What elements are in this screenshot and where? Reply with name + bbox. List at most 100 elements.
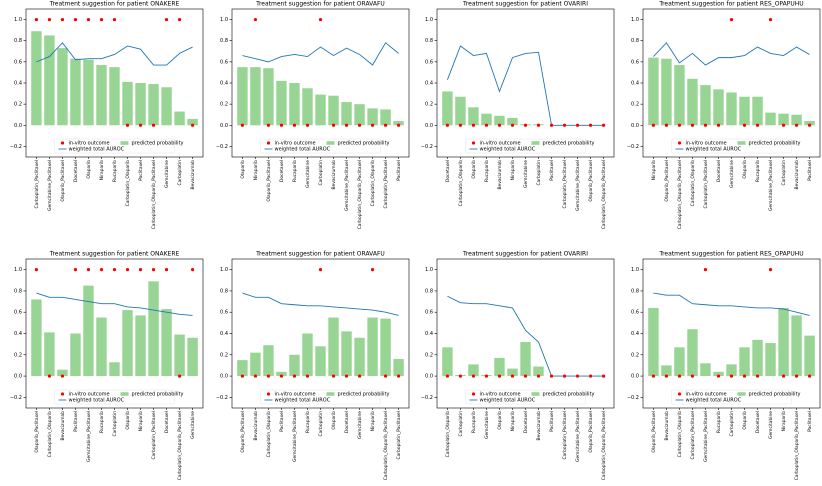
outcome-dot xyxy=(781,123,786,127)
x-tick-label: Olaparib_Paclitaxel xyxy=(664,160,670,202)
bar xyxy=(302,333,313,377)
y-tick-label: 0.8 xyxy=(631,38,639,44)
axes-frame xyxy=(642,258,821,409)
bar xyxy=(393,359,404,377)
x-tick-label: Carboplatin_Olaparib_Paclitaxel xyxy=(177,411,183,480)
x-tick-label: Carboplatin_Olaparib xyxy=(47,411,53,458)
legend-box xyxy=(54,138,175,154)
outcome-dot xyxy=(664,374,669,378)
legend-dot xyxy=(677,141,682,145)
y-tick-label: −0.2 xyxy=(421,395,433,401)
outcome-dot xyxy=(240,374,245,378)
outcome-dot xyxy=(664,123,669,127)
outcome-dot xyxy=(60,17,65,22)
outcome-dot xyxy=(549,123,554,127)
outcome-dot xyxy=(523,374,528,378)
x-tick-label: Carboplatin_Paclitaxel xyxy=(703,160,709,208)
bar xyxy=(778,307,789,377)
outcome-dot xyxy=(601,123,606,127)
bar xyxy=(148,281,159,377)
bar xyxy=(341,331,352,377)
bar xyxy=(96,65,107,126)
y-tick-label: 0.6 xyxy=(425,310,433,316)
outcome-dot xyxy=(370,123,375,127)
outcome-dot xyxy=(536,123,541,127)
bar xyxy=(109,362,120,377)
x-tick-label: Carboplatin_Paclitaxel xyxy=(562,411,568,459)
x-tick-label: Olaparib xyxy=(86,160,92,179)
legend-patch xyxy=(531,392,540,396)
chart-title: Treatment suggestion for patient OVARIRI xyxy=(462,1,588,8)
y-tick-label: 0.8 xyxy=(14,38,22,44)
outcome-dot xyxy=(807,123,812,127)
outcome-dot xyxy=(164,268,169,272)
x-tick-label: Docetaxel xyxy=(344,411,350,433)
chart-title: Treatment suggestion for patient ONAKERE xyxy=(49,251,180,258)
bar xyxy=(354,337,365,377)
outcome-dot xyxy=(357,374,362,378)
bar xyxy=(700,363,711,377)
x-tick-label: Carboplatin_Olaparib_Paclitaxel xyxy=(677,160,683,229)
bar xyxy=(70,58,81,126)
legend-label: weighted total AUROC xyxy=(275,147,331,153)
legend-label: weighted total AUROC xyxy=(686,147,742,153)
axes-frame xyxy=(436,258,615,409)
y-tick-label: 0.2 xyxy=(14,102,22,108)
legend-label: predicted probability xyxy=(749,141,801,147)
bar xyxy=(700,85,711,126)
auroc-line xyxy=(36,42,193,66)
outcome-dot xyxy=(266,374,271,378)
bar xyxy=(468,364,479,377)
legend-dot xyxy=(60,141,65,145)
x-tick-label: Niraparib xyxy=(781,411,787,432)
y-tick-label: 1.0 xyxy=(14,267,22,273)
outcome-dot xyxy=(344,374,349,378)
bar xyxy=(187,337,198,377)
legend-label: weighted total AUROC xyxy=(480,147,536,153)
outcome-dot xyxy=(677,374,682,378)
bar xyxy=(276,371,287,377)
x-tick-label: Gemcitabine_Paclitaxel xyxy=(292,411,298,462)
x-tick-label: Olaparib xyxy=(742,411,748,430)
legend-dot xyxy=(266,392,271,396)
legend-label: weighted total AUROC xyxy=(69,147,125,153)
x-tick-label: Olaparib_Paclitaxel xyxy=(651,411,657,453)
outcome-dot xyxy=(253,17,258,22)
x-tick-label: Carboplatin_Paclitaxel xyxy=(690,411,696,459)
outcome-dot xyxy=(716,374,721,378)
y-tick-label: 0.8 xyxy=(14,288,22,294)
bar xyxy=(96,317,107,377)
x-tick-label: Carboplatin xyxy=(112,411,118,437)
outcome-dot xyxy=(125,123,130,127)
y-tick-label: 1.0 xyxy=(425,17,433,23)
bar xyxy=(250,352,261,377)
bar xyxy=(135,315,146,377)
outcome-dot xyxy=(190,268,195,272)
x-tick-label: Olaparib_Paclitaxel xyxy=(266,160,272,202)
outcome-dot xyxy=(677,123,682,127)
bar xyxy=(494,115,505,126)
outcome-dot xyxy=(703,268,708,272)
y-tick-label: 0.2 xyxy=(631,102,639,108)
y-tick-label: −0.2 xyxy=(216,144,228,150)
x-tick-label: Olaparib_Paclitaxel xyxy=(588,411,594,453)
bar xyxy=(661,365,672,377)
y-tick-label: 1.0 xyxy=(631,17,639,23)
y-tick-label: 0.8 xyxy=(631,288,639,294)
outcome-dot xyxy=(112,17,117,22)
x-tick-label: Gemcitabine xyxy=(305,160,311,188)
y-tick-label: 0.6 xyxy=(220,310,228,316)
bar xyxy=(455,96,466,126)
y-tick-label: −0.2 xyxy=(627,144,639,150)
y-tick-label: 0.8 xyxy=(220,38,228,44)
legend-label: in-vitro outcome xyxy=(480,141,521,147)
y-tick-label: 0.2 xyxy=(425,102,433,108)
y-tick-label: 0.8 xyxy=(425,288,433,294)
bar xyxy=(263,345,274,377)
outcome-dot xyxy=(47,17,52,22)
bar xyxy=(341,102,352,126)
auroc-line xyxy=(242,42,399,66)
outcome-dot xyxy=(484,374,489,378)
y-tick-label: −0.2 xyxy=(421,144,433,150)
x-tick-label: Gemcitabine_Paclitaxel xyxy=(703,411,709,462)
